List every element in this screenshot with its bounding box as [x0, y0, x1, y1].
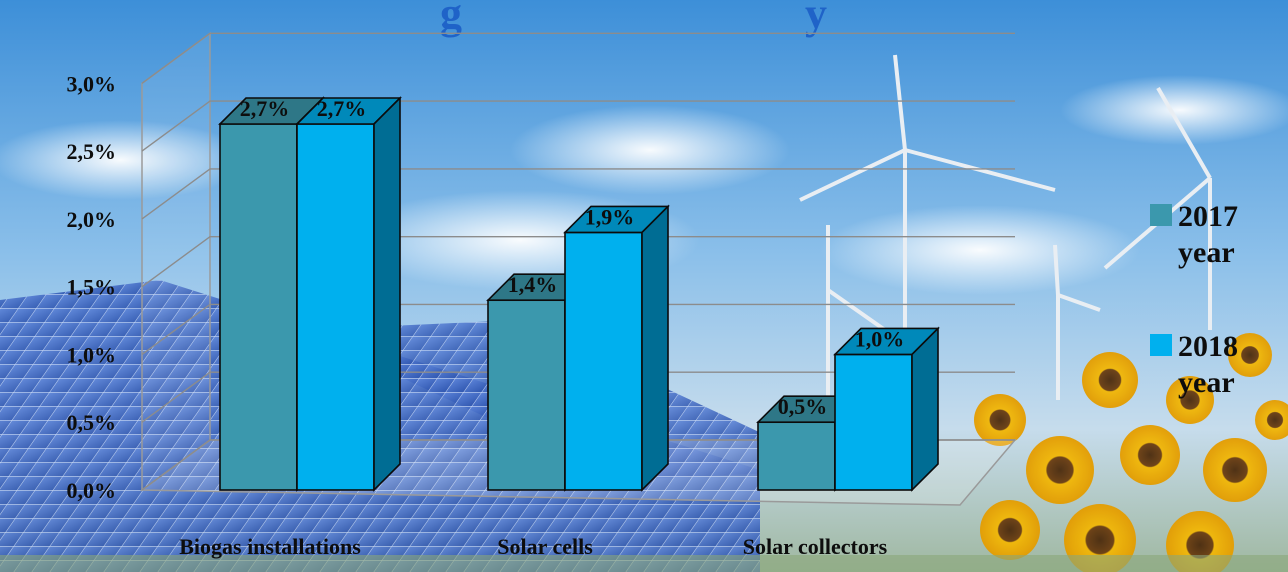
- gridline: [141, 371, 1015, 423]
- data-label: 2,7%: [317, 96, 367, 121]
- data-label: 1,4%: [508, 272, 558, 297]
- bar-side: [373, 96, 401, 492]
- legend-label: year: [1178, 236, 1235, 269]
- x-axis: Biogas installations Solar cells Solar col…: [179, 534, 887, 559]
- y-tick-label: 2,0%: [67, 207, 117, 232]
- data-label: 2,7%: [240, 96, 290, 121]
- legend-swatch: [1150, 204, 1172, 226]
- legend-label: 2018: [1178, 330, 1238, 363]
- bar-front: [296, 123, 375, 491]
- title-fragment-right: y: [805, 0, 827, 38]
- data-label: 1,9%: [585, 204, 635, 229]
- gridline: [141, 168, 1015, 220]
- y-tick-label: 2,5%: [67, 139, 117, 164]
- bar: [295, 96, 402, 492]
- bar-front: [757, 421, 836, 491]
- data-label: 1,0%: [855, 326, 905, 351]
- y-axis: 0,0% 0,5% 1,0% 1,5% 2,0% 2,5% 3,0%: [67, 71, 117, 503]
- bar-front: [564, 231, 643, 491]
- x-tick-label: Solar collectors: [743, 534, 888, 559]
- bar: [833, 326, 940, 492]
- bar-front: [487, 299, 566, 491]
- gridlines: [141, 32, 1015, 491]
- bar-front: [219, 123, 298, 491]
- legend-swatch: [1150, 334, 1172, 356]
- y-tick-label: 0,5%: [67, 410, 117, 435]
- gridline: [141, 303, 1015, 356]
- bar-front: [834, 353, 913, 491]
- chart-title: g y: [440, 0, 827, 38]
- y-tick-label: 0,0%: [67, 478, 117, 503]
- gridline: [141, 100, 1015, 152]
- legend-label: year: [1178, 366, 1235, 399]
- bar: [563, 204, 670, 492]
- y-tick-label: 1,0%: [67, 342, 117, 367]
- x-tick-label: Solar cells: [497, 534, 593, 559]
- gridline: [141, 439, 1015, 491]
- bar-side: [641, 204, 669, 492]
- title-fragment-left: g: [440, 0, 462, 38]
- bars: [218, 96, 940, 492]
- legend-label: 2017: [1178, 200, 1238, 233]
- gridline: [141, 235, 1015, 288]
- data-label: 0,5%: [778, 394, 828, 419]
- gridline: [141, 32, 1015, 84]
- x-tick-label: Biogas installations: [179, 534, 361, 559]
- data-labels: 2,7% 2,7% 1,4% 1,9% 0,5% 1,0%: [240, 96, 905, 419]
- y-tick-label: 1,5%: [67, 275, 117, 300]
- y-tick-label: 3,0%: [67, 71, 117, 96]
- bar-side: [911, 326, 939, 492]
